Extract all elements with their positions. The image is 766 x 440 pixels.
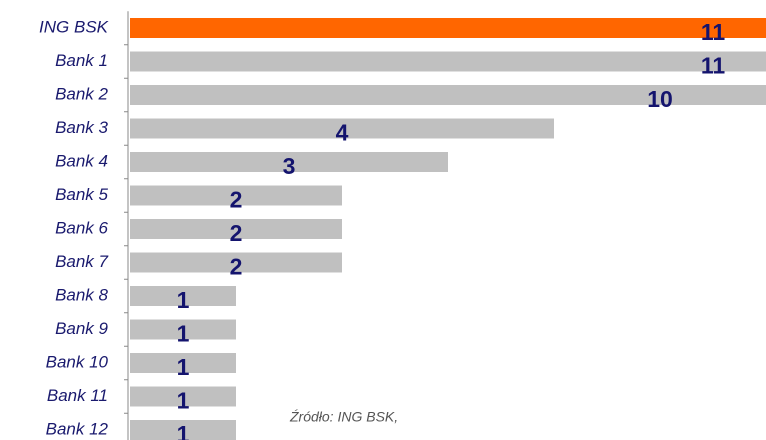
- y-tick-label: Bank 5: [55, 185, 108, 204]
- y-tick-label: Bank 10: [46, 352, 109, 371]
- y-tick-label: Bank 4: [55, 151, 108, 170]
- y-tick-label: Bank 1: [55, 51, 108, 70]
- bar: [130, 420, 236, 440]
- y-tick-label: Bank 11: [47, 386, 108, 405]
- plot-area: [130, 18, 766, 440]
- bar: [130, 353, 236, 373]
- y-tick-label: Bank 12: [46, 419, 109, 438]
- bar: [130, 185, 342, 206]
- value-label: 11: [701, 53, 726, 79]
- bar: [130, 286, 236, 306]
- bar: [130, 51, 766, 72]
- value-label: 3: [283, 153, 296, 179]
- bar: [130, 18, 766, 38]
- value-label: 2: [230, 254, 243, 280]
- value-label: 10: [647, 86, 673, 112]
- value-label: 1: [177, 321, 190, 347]
- value-label: 2: [230, 187, 243, 213]
- bar: [130, 219, 342, 239]
- bar: [130, 252, 342, 273]
- y-tick-label: ING BSK: [39, 17, 109, 36]
- y-tick-label: Bank 2: [55, 84, 108, 103]
- value-label: 1: [177, 388, 190, 414]
- source-note: Źródło: ING BSK,: [289, 409, 398, 425]
- bar: [130, 152, 448, 172]
- value-label: 4: [336, 120, 349, 146]
- value-label: 1: [177, 354, 190, 380]
- value-label: 11: [701, 19, 726, 45]
- bar: [130, 386, 236, 407]
- bar: [130, 319, 236, 340]
- y-tick-label: Bank 9: [55, 319, 108, 338]
- y-tick-label: Bank 8: [55, 285, 108, 304]
- value-label: 1: [177, 421, 190, 440]
- bar: [130, 85, 766, 105]
- y-tick-label: Bank 7: [55, 252, 108, 271]
- bar: [130, 118, 554, 139]
- y-tick-label: Bank 6: [55, 218, 108, 237]
- value-label: 1: [177, 287, 190, 313]
- y-tick-label: Bank 3: [55, 118, 108, 137]
- value-label: 2: [230, 220, 243, 246]
